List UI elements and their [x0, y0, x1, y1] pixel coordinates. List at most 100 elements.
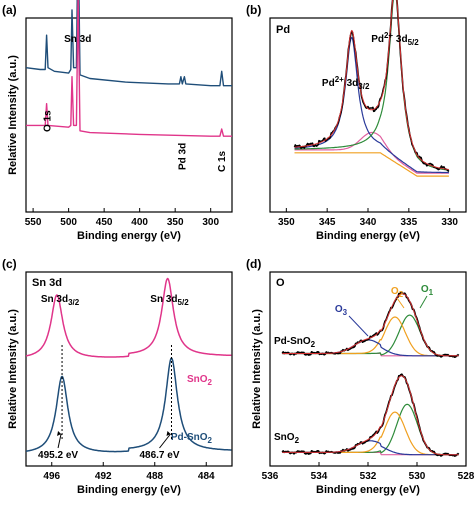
panel-d-series-label-part: 2: [311, 340, 316, 349]
panel-d-component-label-part: O: [335, 304, 343, 315]
panel-d-xlabel: Binding energy (eV): [316, 484, 420, 496]
panel-a-series-0: [25, 0, 232, 87]
panel-a-series-1: [26, 0, 232, 137]
panel-d-component-label-part: 3: [343, 308, 348, 317]
panel-c-peak-label: Sn 3d5/2: [150, 294, 189, 307]
panel-c-series-label-part: SnO: [187, 374, 208, 385]
panel-c-series-label: Pd-SnO2: [171, 432, 213, 445]
panel-a-tick-label: 450: [96, 217, 113, 228]
panel-d-component-orange-1: [282, 411, 459, 456]
panel-b-component-3: [294, 131, 449, 174]
panel-d-component-label-part: O: [391, 286, 399, 297]
panel-d-ylabel: Relative Intensity (a.u.): [251, 309, 263, 429]
panel-a-ylabel: Relative Intensity (a.u.): [7, 55, 19, 175]
panel-d-series-label-part: 2: [295, 436, 300, 445]
panel-d-title: O: [276, 277, 285, 289]
panel-d-component-green-1: [282, 403, 459, 456]
panel-d-leader-o3: [348, 315, 369, 337]
panel-b-tick-label: 345: [319, 217, 336, 228]
panel-c-series-label-part: Pd-SnO: [171, 432, 208, 443]
panel-c-energy-label: 486.7 eV: [139, 450, 179, 461]
panel-d-raw-1: [281, 373, 460, 457]
panel-c-peak-label-part: Sn 3d: [150, 294, 177, 305]
panel-d-tick-label: 528: [458, 471, 474, 482]
panel-d-series-label: Pd-SnO2: [274, 336, 316, 349]
panel-c-peak-label-part: 3/2: [68, 298, 80, 307]
panel-b-tick-label: 330: [441, 217, 458, 228]
panel-d-leader-o2: [396, 297, 405, 309]
panel-b-peak-label-part: 3/2: [358, 82, 370, 91]
panel-b-frame: [269, 17, 467, 213]
panel-a: (a) 550 500 450 400 350 300 Binding energy (eV)…: [2, 0, 233, 242]
panel-a-tick-label: 300: [202, 217, 219, 228]
panel-b-peak-label-part: 2+: [384, 31, 393, 40]
panel-d-fit-1: [282, 375, 459, 456]
panel-d-fit-0: [282, 293, 459, 357]
panel-d-component-label-part: 1: [429, 288, 434, 297]
panel-a-anno: Pd 3d: [177, 143, 188, 170]
panel-b-raw: [293, 0, 450, 173]
panel-a-frame: [25, 17, 233, 213]
panel-c-peak-label: Sn 3d3/2: [41, 294, 80, 307]
panel-c-arrowhead: [57, 431, 62, 436]
panel-a-tick-label: 550: [25, 217, 42, 228]
panel-d-series-label-part: SnO: [274, 432, 295, 443]
panel-c-arrowhead: [166, 431, 171, 436]
panel-b-peak-label-part: Pd: [322, 78, 335, 89]
panel-c-energy-label: 495.2 eV: [38, 450, 78, 461]
panel-d-tick-label: 530: [409, 471, 426, 482]
panel-b-tick-label: 340: [360, 217, 377, 228]
panel-a-tick-label: 400: [131, 217, 148, 228]
panel-d: (d) O 536 534 532 530 528 Binding energy (eV) Re…: [246, 257, 474, 496]
panel-b-tag: (b): [246, 3, 261, 17]
panel-c-series-1: [25, 357, 232, 453]
panel-b-peak-label: Pd2+ 3d3/2: [322, 75, 370, 91]
panel-d-tick-label: 534: [311, 471, 328, 482]
panel-c-title: Sn 3d: [32, 277, 62, 289]
panel-c-tick-label: 492: [95, 471, 112, 482]
panel-a-anno: C 1s: [217, 150, 228, 172]
panel-a-anno: Sn 3d: [64, 34, 91, 45]
panel-d-component-label-part: 2: [399, 290, 404, 299]
panel-d-tick-label: 536: [262, 471, 279, 482]
panel-d-component-label: O3: [335, 304, 348, 317]
panel-c-tick-label: 488: [146, 471, 163, 482]
panel-c-series-0: [25, 277, 232, 358]
panel-d-tick-label: 532: [360, 471, 377, 482]
panel-b-peak-label-part: 5/2: [408, 38, 420, 47]
panel-c-xlabel: Binding energy (eV): [77, 484, 181, 496]
panel-b-background: [294, 152, 449, 177]
panel-c-tag: (c): [2, 257, 17, 271]
panel-c-frame: [25, 271, 233, 467]
panel-d-leader-o1: [419, 295, 428, 309]
panel-d-series-label-part: Pd-SnO: [274, 336, 311, 347]
panel-b-peak-label-part: 2+: [335, 75, 344, 84]
panel-b-xlabel: Binding energy (eV): [316, 230, 420, 242]
panel-d-component-label: O2: [391, 286, 404, 299]
panel-c-peak-label-part: Sn 3d: [41, 294, 68, 305]
panel-c-ylabel: Relative Intensity (a.u.): [7, 309, 19, 429]
panel-c-arrow: [57, 433, 62, 449]
panel-b-peak-label-part: Pd: [371, 34, 384, 45]
panel-a-xlabel: Binding energy (eV): [77, 230, 181, 242]
panel-a-tag: (a): [2, 3, 17, 17]
panel-a-tick-label: 350: [167, 217, 184, 228]
panel-d-frame: [269, 271, 467, 467]
panel-b-peak-label-part: 3d: [393, 34, 407, 45]
panel-a-anno: O 1s: [42, 110, 53, 132]
panel-d-component-label-part: O: [421, 284, 429, 295]
panel-a-tick-label: 500: [60, 217, 77, 228]
panel-b-tick-label: 350: [278, 217, 295, 228]
panel-c-series-label-part: 2: [208, 436, 213, 445]
panel-b-peak-label-part: 3d: [344, 78, 358, 89]
panel-c-series-label-part: 2: [208, 378, 213, 387]
panel-c-tick-label: 496: [43, 471, 60, 482]
panel-d-tag: (d): [246, 257, 261, 271]
panel-b-tick-label: 335: [400, 217, 417, 228]
panel-d-series-label: SnO2: [274, 432, 300, 445]
panel-b-title: Pd: [276, 24, 290, 36]
panel-b: (b) Pd 350 345 340 335 330 Binding energy (eV) P…: [246, 0, 467, 242]
panel-c-peak-label-part: 5/2: [178, 298, 190, 307]
panel-c-arrow: [159, 433, 171, 449]
